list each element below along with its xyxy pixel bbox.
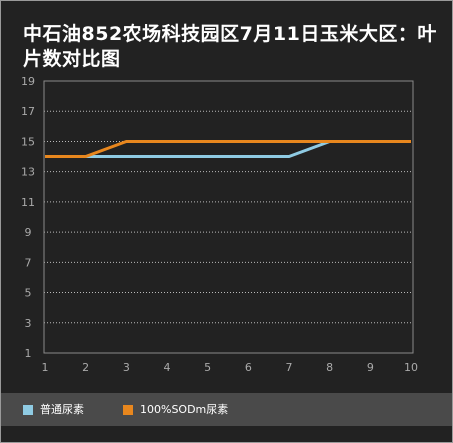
- y-tick-label: 11: [21, 196, 35, 209]
- x-tick-label: 9: [367, 361, 374, 374]
- x-tick-label: 4: [164, 361, 171, 374]
- chart-title: 中石油852农场科技园区7月11日玉米大区：叶片数对比图: [23, 23, 437, 70]
- legend-label-series-1: 普通尿素: [40, 403, 84, 416]
- y-tick-label: 19: [21, 75, 35, 88]
- x-tick-label: 2: [82, 361, 89, 374]
- plot-border: [43, 80, 414, 354]
- y-tick-label: 9: [25, 226, 32, 239]
- legend-item-series-2: 100%SODm尿素: [123, 403, 228, 417]
- x-tick-label: 7: [286, 361, 293, 374]
- series-line-2: [45, 139, 411, 159]
- y-tick-label: 3: [25, 317, 32, 330]
- x-tick-label: 6: [245, 361, 252, 374]
- y-tick-label: 13: [21, 166, 35, 179]
- x-tick-label: 10: [404, 361, 418, 374]
- legend: 普通尿素 100%SODm尿素: [1, 393, 452, 426]
- y-tick-label: 17: [21, 105, 35, 118]
- y-tick-label: 15: [21, 135, 35, 148]
- series-line-1: [45, 139, 411, 159]
- y-tick-label: 1: [25, 347, 32, 360]
- legend-label-series-2: 100%SODm尿素: [140, 403, 229, 416]
- y-tick-label: 5: [25, 287, 32, 300]
- x-tick-label: 3: [123, 361, 130, 374]
- legend-item-series-1: 普通尿素: [23, 403, 84, 417]
- legend-swatch-series-2: [123, 405, 133, 415]
- x-tick-label: 1: [42, 361, 49, 374]
- x-tick-label: 8: [326, 361, 333, 374]
- legend-swatch-series-1: [23, 405, 33, 415]
- x-tick-label: 5: [204, 361, 211, 374]
- y-tick-label: 7: [25, 256, 32, 269]
